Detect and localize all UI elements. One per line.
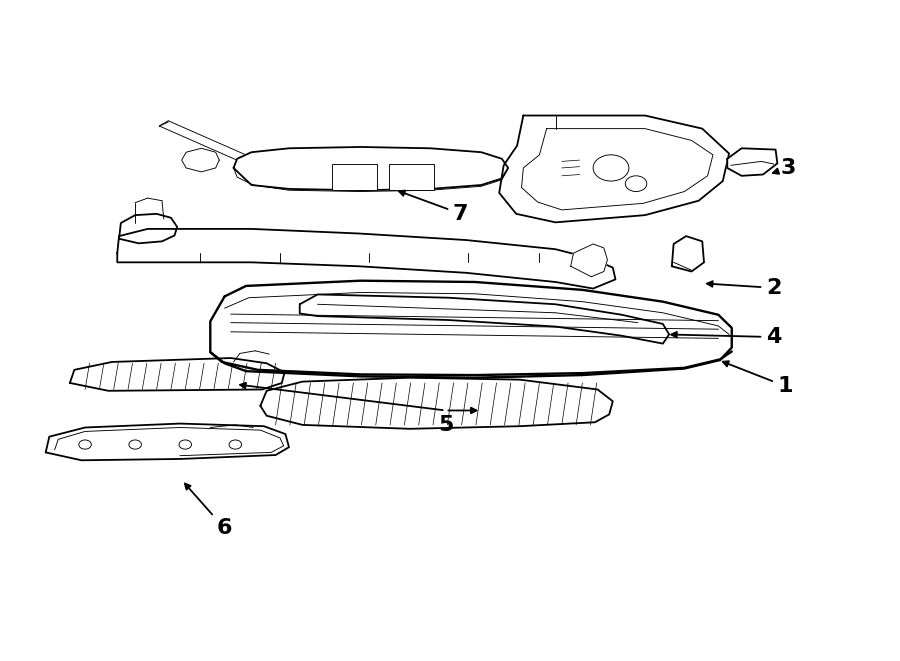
Polygon shape	[571, 244, 608, 277]
Bar	[389, 164, 434, 190]
Text: 4: 4	[671, 327, 781, 347]
Polygon shape	[182, 148, 220, 172]
Text: 1: 1	[723, 361, 793, 396]
Text: 5: 5	[437, 415, 454, 435]
Polygon shape	[260, 377, 613, 429]
Text: 2: 2	[707, 278, 781, 298]
Polygon shape	[300, 294, 669, 344]
Text: 6: 6	[184, 484, 232, 539]
Polygon shape	[671, 236, 704, 272]
Polygon shape	[727, 148, 778, 176]
Bar	[332, 164, 377, 190]
Polygon shape	[500, 116, 729, 222]
Polygon shape	[70, 358, 284, 391]
Polygon shape	[117, 229, 616, 289]
Text: 7: 7	[399, 190, 469, 224]
Polygon shape	[233, 147, 508, 190]
Polygon shape	[211, 281, 732, 377]
Polygon shape	[46, 424, 289, 460]
Polygon shape	[119, 214, 177, 243]
Text: 3: 3	[773, 158, 796, 178]
